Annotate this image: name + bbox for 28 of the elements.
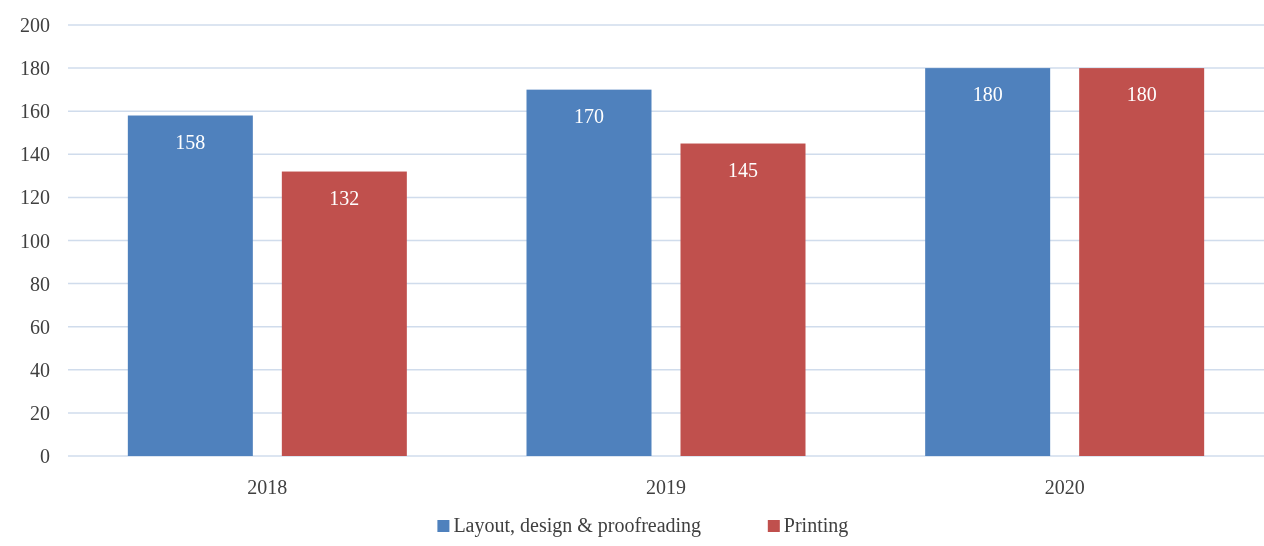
y-tick-label: 20: [30, 401, 50, 424]
x-tick-label: 2018: [247, 476, 288, 498]
y-tick-label: 60: [30, 315, 50, 338]
data-label: 180: [972, 83, 1003, 106]
bar: [526, 89, 652, 456]
legend-label: Layout, design & proofreading: [453, 514, 702, 537]
bar: [925, 68, 1051, 456]
data-label: 145: [728, 158, 758, 181]
bar: [680, 143, 806, 456]
data-label: 132: [329, 186, 360, 209]
y-tick-label: 200: [20, 14, 50, 36]
y-tick-label: 0: [40, 445, 50, 467]
legend-label: Printing: [783, 514, 849, 537]
data-label: 158: [175, 130, 206, 153]
y-tick-label: 160: [20, 100, 50, 123]
y-tick-label: 100: [20, 229, 50, 252]
bar: [1079, 68, 1205, 456]
y-tick-label: 140: [20, 143, 50, 166]
y-tick-label: 80: [30, 272, 50, 295]
bar: [127, 115, 253, 456]
x-tick-label: 2020: [1044, 476, 1085, 498]
data-label: 180: [1126, 83, 1157, 106]
x-tick-label: 2019: [646, 476, 686, 498]
y-tick-label: 40: [30, 358, 50, 381]
bar: [281, 171, 407, 456]
y-tick-label: 120: [20, 186, 50, 209]
data-label: 170: [574, 104, 604, 127]
y-tick-label: 180: [20, 57, 50, 80]
